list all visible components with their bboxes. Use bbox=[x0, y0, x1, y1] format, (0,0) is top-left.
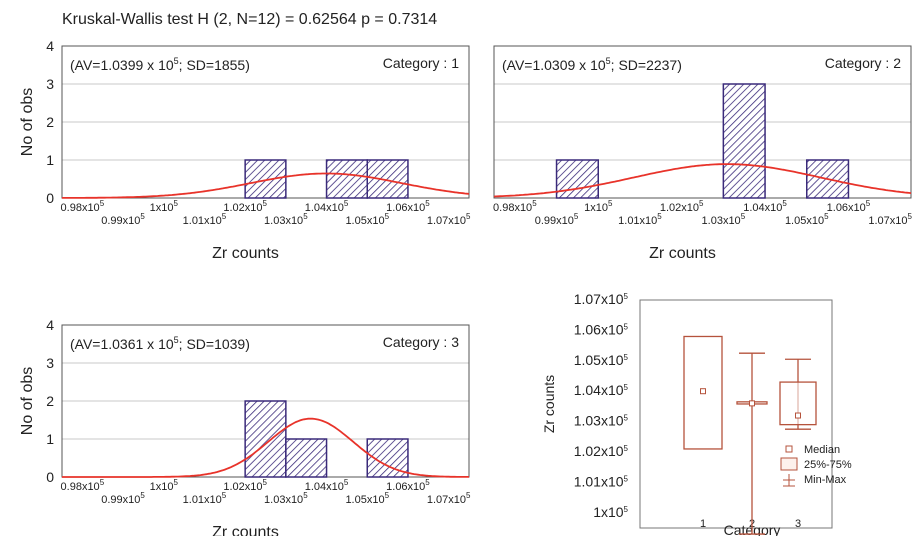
y-tick-label: 4 bbox=[46, 38, 54, 54]
x-tick-label: 1.02x105 bbox=[223, 478, 267, 493]
x-tick-label: 1.01x105 bbox=[183, 212, 227, 227]
x-tick-label: 1x105 bbox=[150, 199, 179, 214]
histogram-bar bbox=[722, 83, 766, 199]
x-tick-label: 1.06x105 bbox=[386, 199, 430, 214]
x-tick-label: 3 bbox=[795, 518, 801, 530]
x-tick-label: 1.03x105 bbox=[264, 491, 308, 506]
x-tick-label: 0.98x105 bbox=[493, 199, 537, 214]
y-tick-label: 1.06x105 bbox=[574, 321, 629, 337]
normal-fit-curve bbox=[62, 172, 470, 199]
y-tick-label: 1.03x105 bbox=[574, 413, 629, 429]
x-tick-label: 1x105 bbox=[150, 478, 179, 493]
x-tick-label: 1.06x105 bbox=[827, 199, 871, 214]
x-tick-label: 1x105 bbox=[584, 199, 613, 214]
histogram-bar bbox=[366, 159, 409, 199]
boxplot-panel: 1x105 1.01x105 1.02x105 1.03x105 1.04x105 1.0… bbox=[541, 291, 852, 536]
median-marker bbox=[700, 388, 706, 395]
x-tick-label: 1.04x105 bbox=[305, 199, 349, 214]
x-tick-label: 1.03x105 bbox=[264, 212, 308, 227]
x-tick-label: 1.07x105 bbox=[427, 491, 471, 506]
x-tick-label: 1.03x105 bbox=[702, 212, 746, 227]
x-tick-label: 0.98x105 bbox=[61, 478, 105, 493]
histogram-panel-1: (AV=1.0399 x 105; SD=1855) Category : 1 0 1… bbox=[19, 38, 471, 262]
plot-frame bbox=[493, 45, 912, 199]
x-tick-label: 0.99x105 bbox=[535, 212, 579, 227]
x-axis-label: Zr counts bbox=[649, 245, 716, 262]
histogram-bar bbox=[555, 159, 599, 199]
figure-title: Kruskal-Wallis test H (2, N=12) = 0.6256… bbox=[62, 11, 437, 28]
x-tick-label: 0.99x105 bbox=[101, 491, 145, 506]
x-tick-label: 1.04x105 bbox=[743, 199, 787, 214]
x-axis-label: Zr counts bbox=[212, 245, 279, 262]
x-tick-label: 1.07x105 bbox=[427, 212, 471, 227]
legend-iqr-swatch bbox=[780, 457, 798, 471]
x-tick-label: 1.02x105 bbox=[660, 199, 704, 214]
y-axis-label: No of obs bbox=[19, 88, 36, 156]
histogram-bar bbox=[244, 159, 287, 199]
x-tick-label: 1.05x105 bbox=[345, 212, 389, 227]
median-marker bbox=[795, 412, 801, 419]
x-tick-label: 1.07x105 bbox=[868, 212, 912, 227]
legend-minmax-label: Min-Max bbox=[804, 474, 847, 486]
y-tick-label: 4 bbox=[46, 317, 54, 333]
legend: Median 25%-75% Min-Max bbox=[780, 444, 852, 487]
x-tick-label: 1.06x105 bbox=[386, 478, 430, 493]
y-tick-label: 3 bbox=[46, 355, 54, 371]
median-marker bbox=[749, 400, 755, 407]
x-tick-label: 1.05x105 bbox=[345, 491, 389, 506]
category-label: Category : 2 bbox=[825, 55, 901, 71]
y-tick-label: 1.02x105 bbox=[574, 443, 629, 459]
stats-annotation: (AV=1.0361 x 105; SD=1039) bbox=[70, 335, 250, 352]
y-axis-label: Zr counts bbox=[541, 375, 557, 433]
histogram-bar bbox=[244, 400, 287, 478]
plot-frame bbox=[639, 299, 833, 529]
y-tick-label: 1 bbox=[46, 431, 54, 447]
x-tick-label: 1.02x105 bbox=[223, 199, 267, 214]
y-tick-label: 3 bbox=[46, 76, 54, 92]
x-tick-label: 1.05x105 bbox=[785, 212, 829, 227]
histogram-panel-3: (AV=1.0361 x 105; SD=1039) Category : 3 0 1… bbox=[19, 317, 471, 536]
x-tick-label: 1.01x105 bbox=[618, 212, 662, 227]
y-tick-label: 1x105 bbox=[593, 504, 628, 520]
legend-median-swatch bbox=[785, 445, 793, 453]
category-label: Category : 1 bbox=[383, 55, 459, 71]
stats-annotation: (AV=1.0309 x 105; SD=2237) bbox=[502, 56, 682, 73]
x-axis-label: Zr counts bbox=[212, 524, 279, 536]
x-tick-label: 1.01x105 bbox=[183, 491, 227, 506]
legend-iqr-label: 25%-75% bbox=[804, 459, 852, 471]
normal-fit-curve bbox=[493, 163, 912, 198]
histogram-panel-2: (AV=1.0309 x 105; SD=2237) Category : 2 0.… bbox=[493, 45, 913, 262]
y-tick-label: 0 bbox=[46, 469, 54, 485]
y-tick-label: 1.04x105 bbox=[574, 382, 629, 398]
y-tick-label: 1 bbox=[46, 152, 54, 168]
y-tick-label: 1.01x105 bbox=[574, 473, 629, 489]
y-axis-label: No of obs bbox=[19, 367, 36, 435]
histogram-bar bbox=[285, 438, 328, 478]
legend-median-label: Median bbox=[804, 444, 840, 456]
y-tick-label: 1.07x105 bbox=[574, 291, 629, 307]
y-tick-label: 2 bbox=[46, 393, 54, 409]
category-label: Category : 3 bbox=[383, 334, 459, 350]
y-tick-label: 0 bbox=[46, 190, 54, 206]
x-tick-label: 1 bbox=[700, 518, 706, 530]
y-tick-label: 1.05x105 bbox=[574, 352, 629, 368]
histogram-bar bbox=[325, 159, 368, 199]
x-tick-label: 0.99x105 bbox=[101, 212, 145, 227]
y-tick-label: 2 bbox=[46, 114, 54, 130]
x-tick-label: 1.04x105 bbox=[305, 478, 349, 493]
normal-fit-curve bbox=[62, 417, 469, 478]
stats-annotation: (AV=1.0399 x 105; SD=1855) bbox=[70, 56, 250, 73]
x-tick-label: 0.98x105 bbox=[61, 199, 105, 214]
